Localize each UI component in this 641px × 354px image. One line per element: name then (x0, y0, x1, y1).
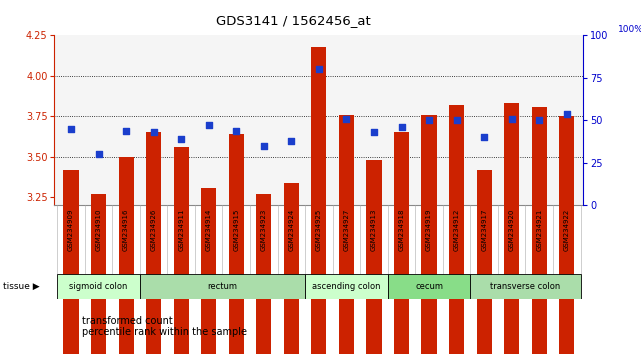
Text: tissue ▶: tissue ▶ (3, 282, 40, 291)
Point (562, 111, 572, 116)
Bar (57, 274, 140, 299)
Point (176, 136, 187, 142)
Text: GSM234912: GSM234912 (454, 209, 460, 251)
Text: rectum: rectum (208, 282, 238, 291)
Text: GSM234923: GSM234923 (261, 209, 267, 251)
Point (341, 116, 351, 121)
Text: GSM234911: GSM234911 (178, 209, 184, 251)
Bar (388, 274, 470, 299)
Text: GSM234914: GSM234914 (206, 209, 212, 251)
Text: cecum: cecum (415, 282, 443, 291)
Bar (422, 115, 437, 354)
Text: ascending colon: ascending colon (312, 282, 381, 291)
Text: 100%: 100% (618, 25, 641, 34)
Text: GSM234909: GSM234909 (68, 209, 74, 251)
Bar (339, 115, 354, 354)
Bar (284, 183, 299, 354)
Text: GDS3141 / 1562456_at: GDS3141 / 1562456_at (216, 14, 370, 27)
Bar (201, 188, 216, 354)
Point (534, 118, 544, 123)
Text: GSM234921: GSM234921 (537, 209, 542, 251)
Text: GSM234926: GSM234926 (151, 209, 156, 251)
Bar (559, 116, 574, 354)
Text: GSM234915: GSM234915 (233, 209, 239, 251)
Point (287, 138, 297, 144)
Bar (119, 157, 134, 354)
Text: GSM234913: GSM234913 (371, 209, 377, 251)
Bar (305, 274, 388, 299)
Bar (531, 107, 547, 354)
Text: GSM234924: GSM234924 (288, 209, 294, 251)
Text: GSM234925: GSM234925 (316, 209, 322, 251)
Point (506, 116, 517, 121)
Text: GSM234919: GSM234919 (426, 209, 432, 251)
Bar (256, 194, 271, 354)
Point (121, 128, 131, 133)
Bar (394, 132, 409, 354)
Bar (229, 134, 244, 354)
Bar (367, 160, 381, 354)
Text: GSM234927: GSM234927 (344, 209, 349, 251)
Bar (91, 194, 106, 354)
Text: GSM234922: GSM234922 (564, 209, 570, 251)
Bar (476, 170, 492, 354)
Text: GSM234920: GSM234920 (509, 209, 515, 251)
Point (479, 135, 489, 140)
Bar (174, 147, 188, 354)
Point (451, 118, 462, 123)
Point (94, 152, 104, 157)
Text: GSM234917: GSM234917 (481, 209, 487, 251)
Point (314, 67, 324, 72)
Point (231, 128, 242, 133)
Point (66, 126, 76, 132)
Text: percentile rank within the sample: percentile rank within the sample (82, 327, 247, 337)
Text: GSM234918: GSM234918 (399, 209, 404, 251)
Bar (449, 105, 464, 354)
Bar (146, 132, 162, 354)
Text: sigmoid colon: sigmoid colon (69, 282, 128, 291)
Point (149, 130, 159, 135)
Text: GSM234910: GSM234910 (96, 209, 101, 251)
Bar (504, 103, 519, 354)
Text: GSM234916: GSM234916 (123, 209, 129, 251)
Point (259, 143, 269, 149)
Text: transformed count: transformed count (82, 316, 173, 326)
Point (396, 124, 406, 130)
Bar (140, 274, 305, 299)
Point (204, 122, 214, 128)
Text: transverse colon: transverse colon (490, 282, 561, 291)
Point (424, 118, 434, 123)
Bar (63, 170, 79, 354)
Bar (312, 47, 326, 354)
Bar (470, 274, 581, 299)
Point (369, 130, 379, 135)
